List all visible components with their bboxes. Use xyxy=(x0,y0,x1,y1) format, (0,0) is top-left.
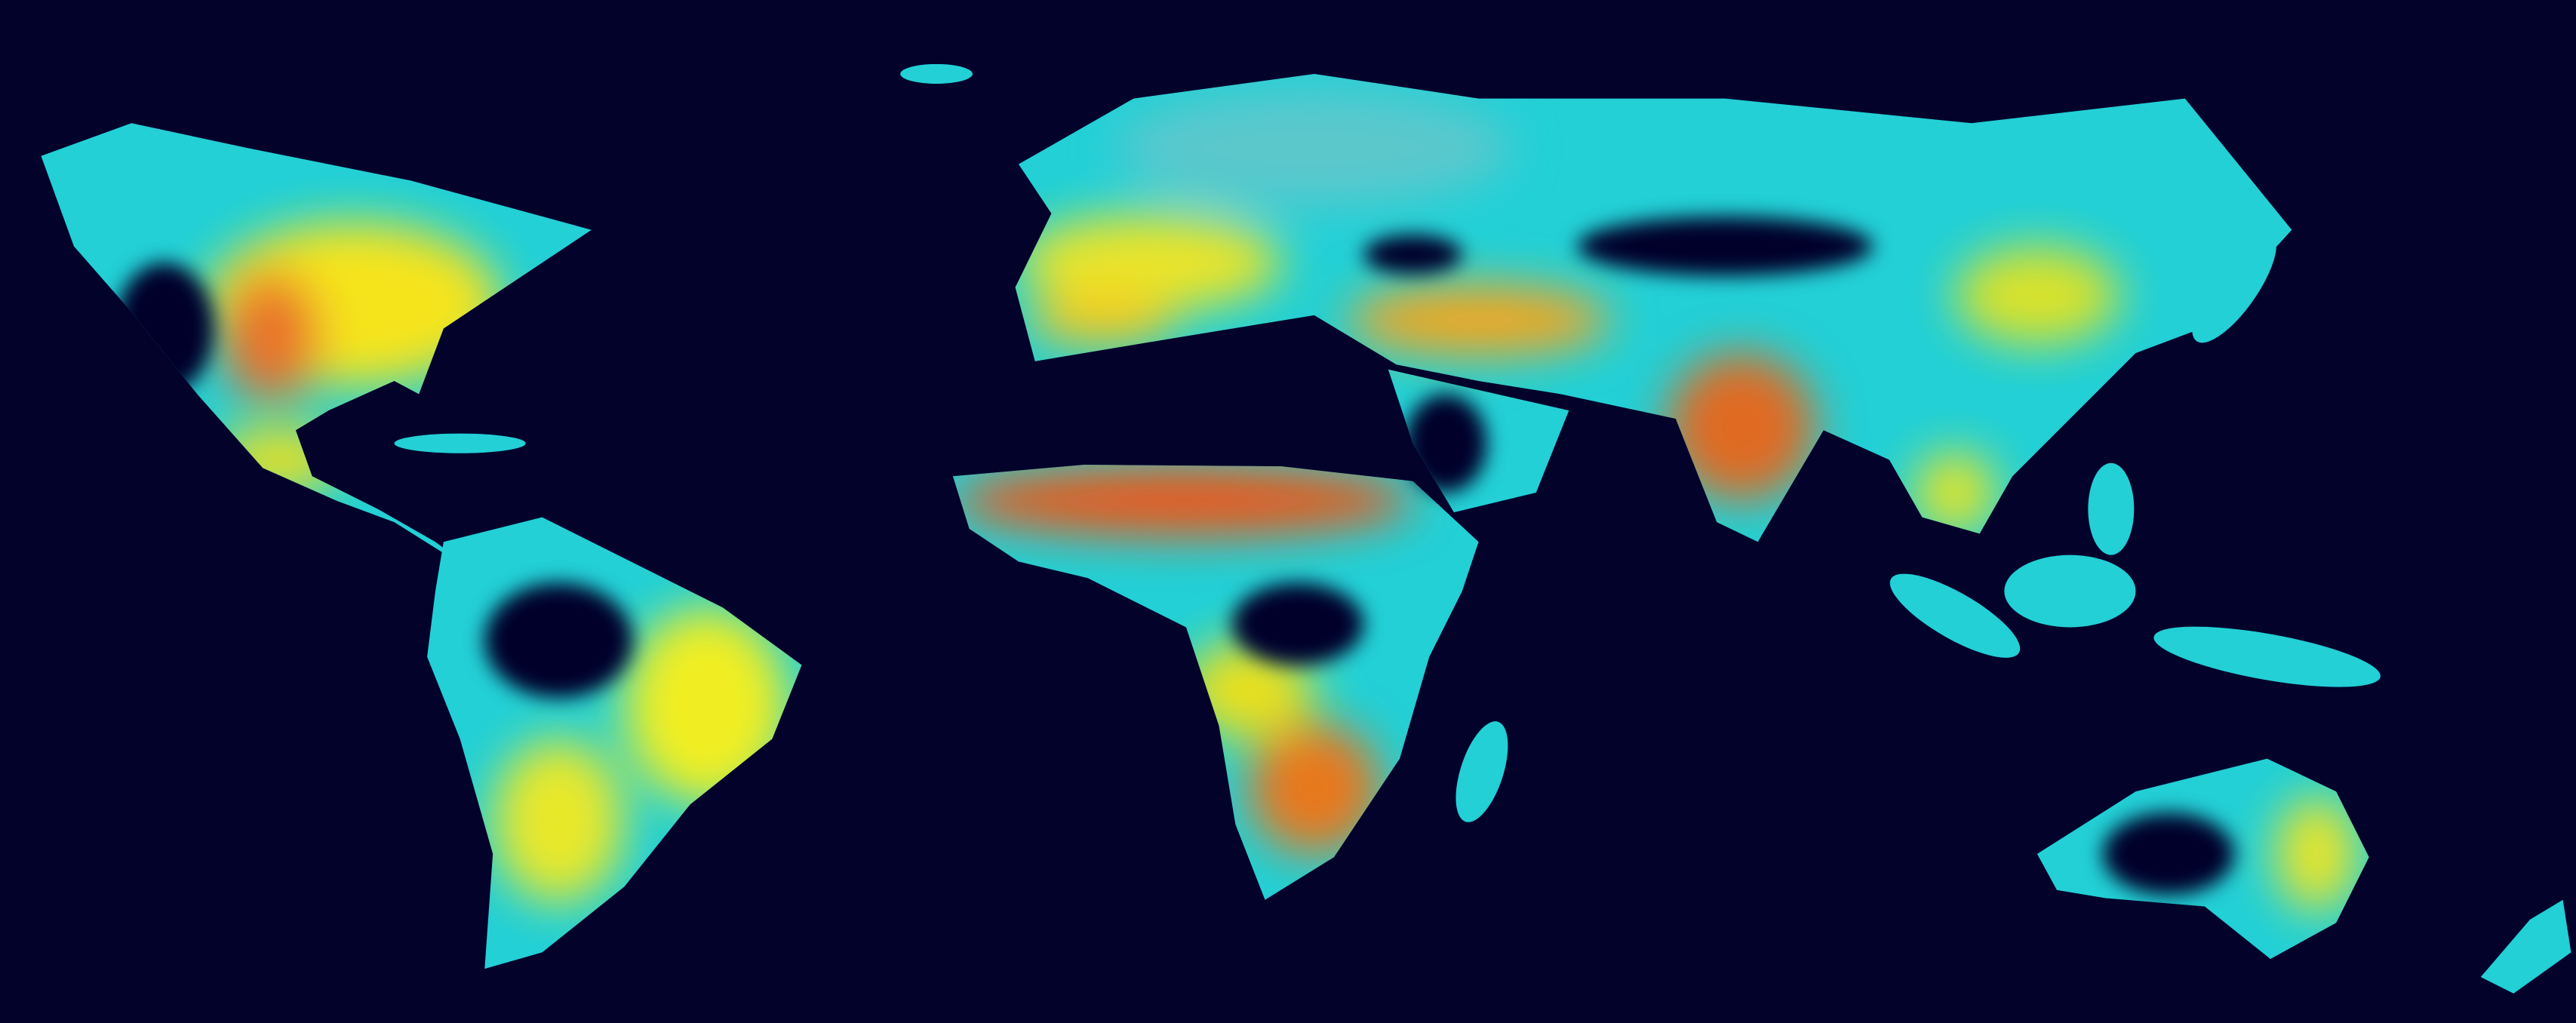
heat-blobs xyxy=(205,90,2358,911)
